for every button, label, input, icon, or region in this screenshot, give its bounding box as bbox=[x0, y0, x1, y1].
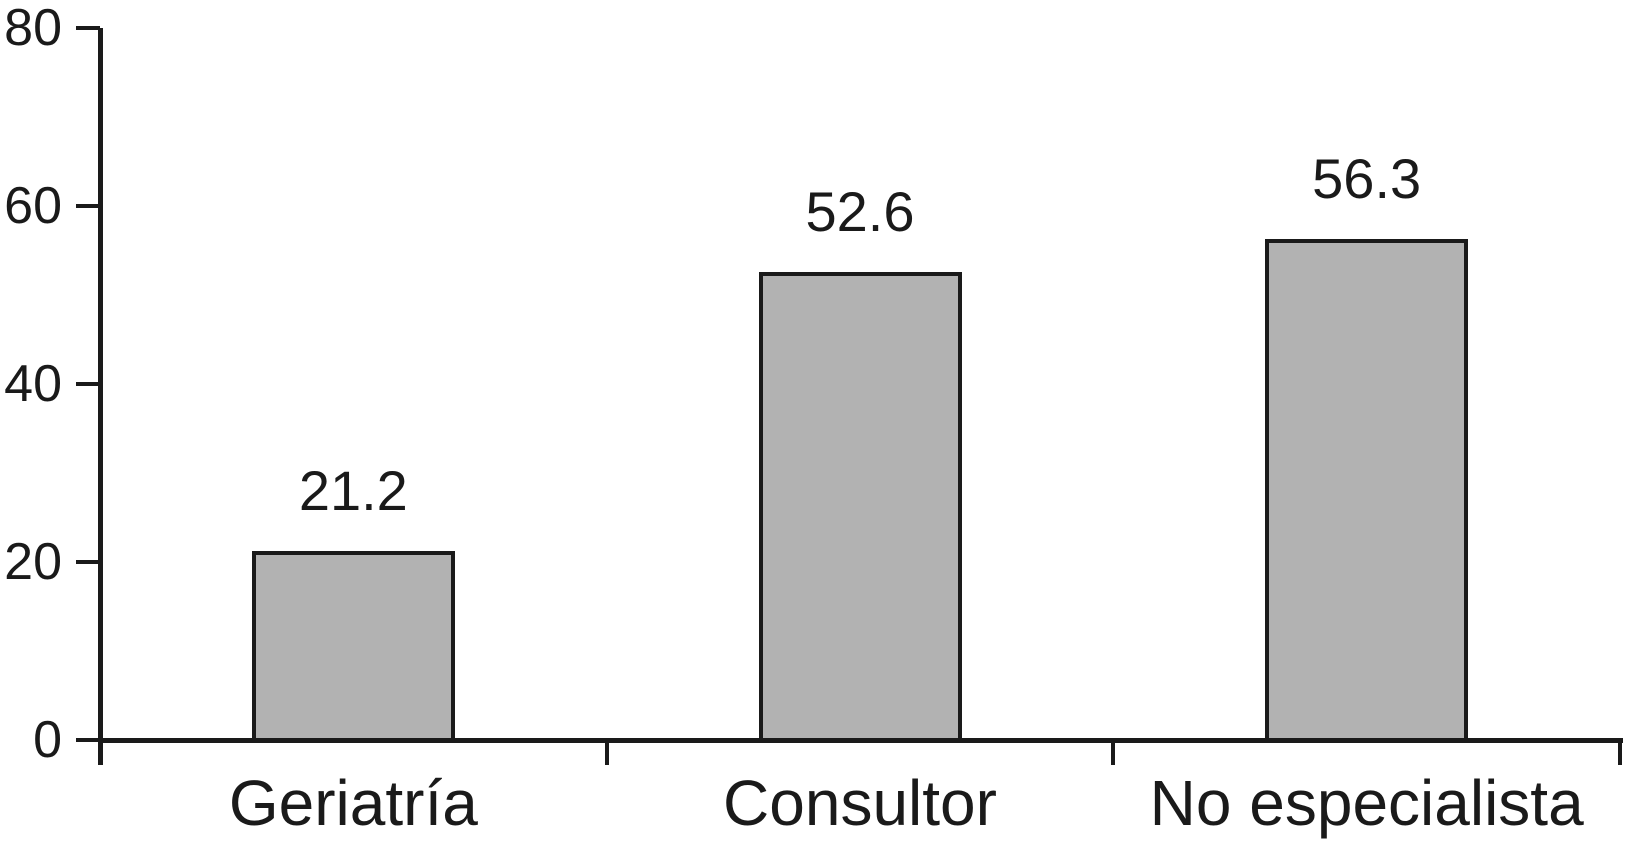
x-axis-category-label: Consultor bbox=[723, 767, 997, 839]
y-axis-line bbox=[97, 28, 103, 765]
y-axis-tick bbox=[76, 738, 100, 742]
bar bbox=[251, 551, 455, 742]
bar-value-label: 21.2 bbox=[298, 459, 408, 523]
y-axis-tick bbox=[76, 204, 100, 208]
x-axis-tick bbox=[604, 742, 609, 765]
x-axis-tick bbox=[1618, 742, 1622, 765]
bar bbox=[758, 271, 962, 742]
y-axis-tick-label: 60 bbox=[4, 177, 62, 235]
x-axis-tick bbox=[1111, 742, 1116, 765]
y-axis-tick bbox=[76, 560, 100, 564]
y-axis-tick-label: 80 bbox=[4, 0, 62, 57]
y-axis-tick-label: 40 bbox=[4, 355, 62, 413]
x-axis-category-label: No especialista bbox=[1149, 767, 1584, 839]
y-axis-tick bbox=[76, 26, 100, 30]
x-axis-category-label: Geriatría bbox=[228, 767, 478, 839]
bar-value-label: 56.3 bbox=[1312, 146, 1422, 210]
bar bbox=[1265, 238, 1469, 742]
y-axis-tick-label: 20 bbox=[4, 533, 62, 591]
y-axis-tick bbox=[76, 382, 100, 386]
y-axis-tick-label: 0 bbox=[33, 711, 62, 769]
bar-value-label: 52.6 bbox=[805, 179, 915, 243]
